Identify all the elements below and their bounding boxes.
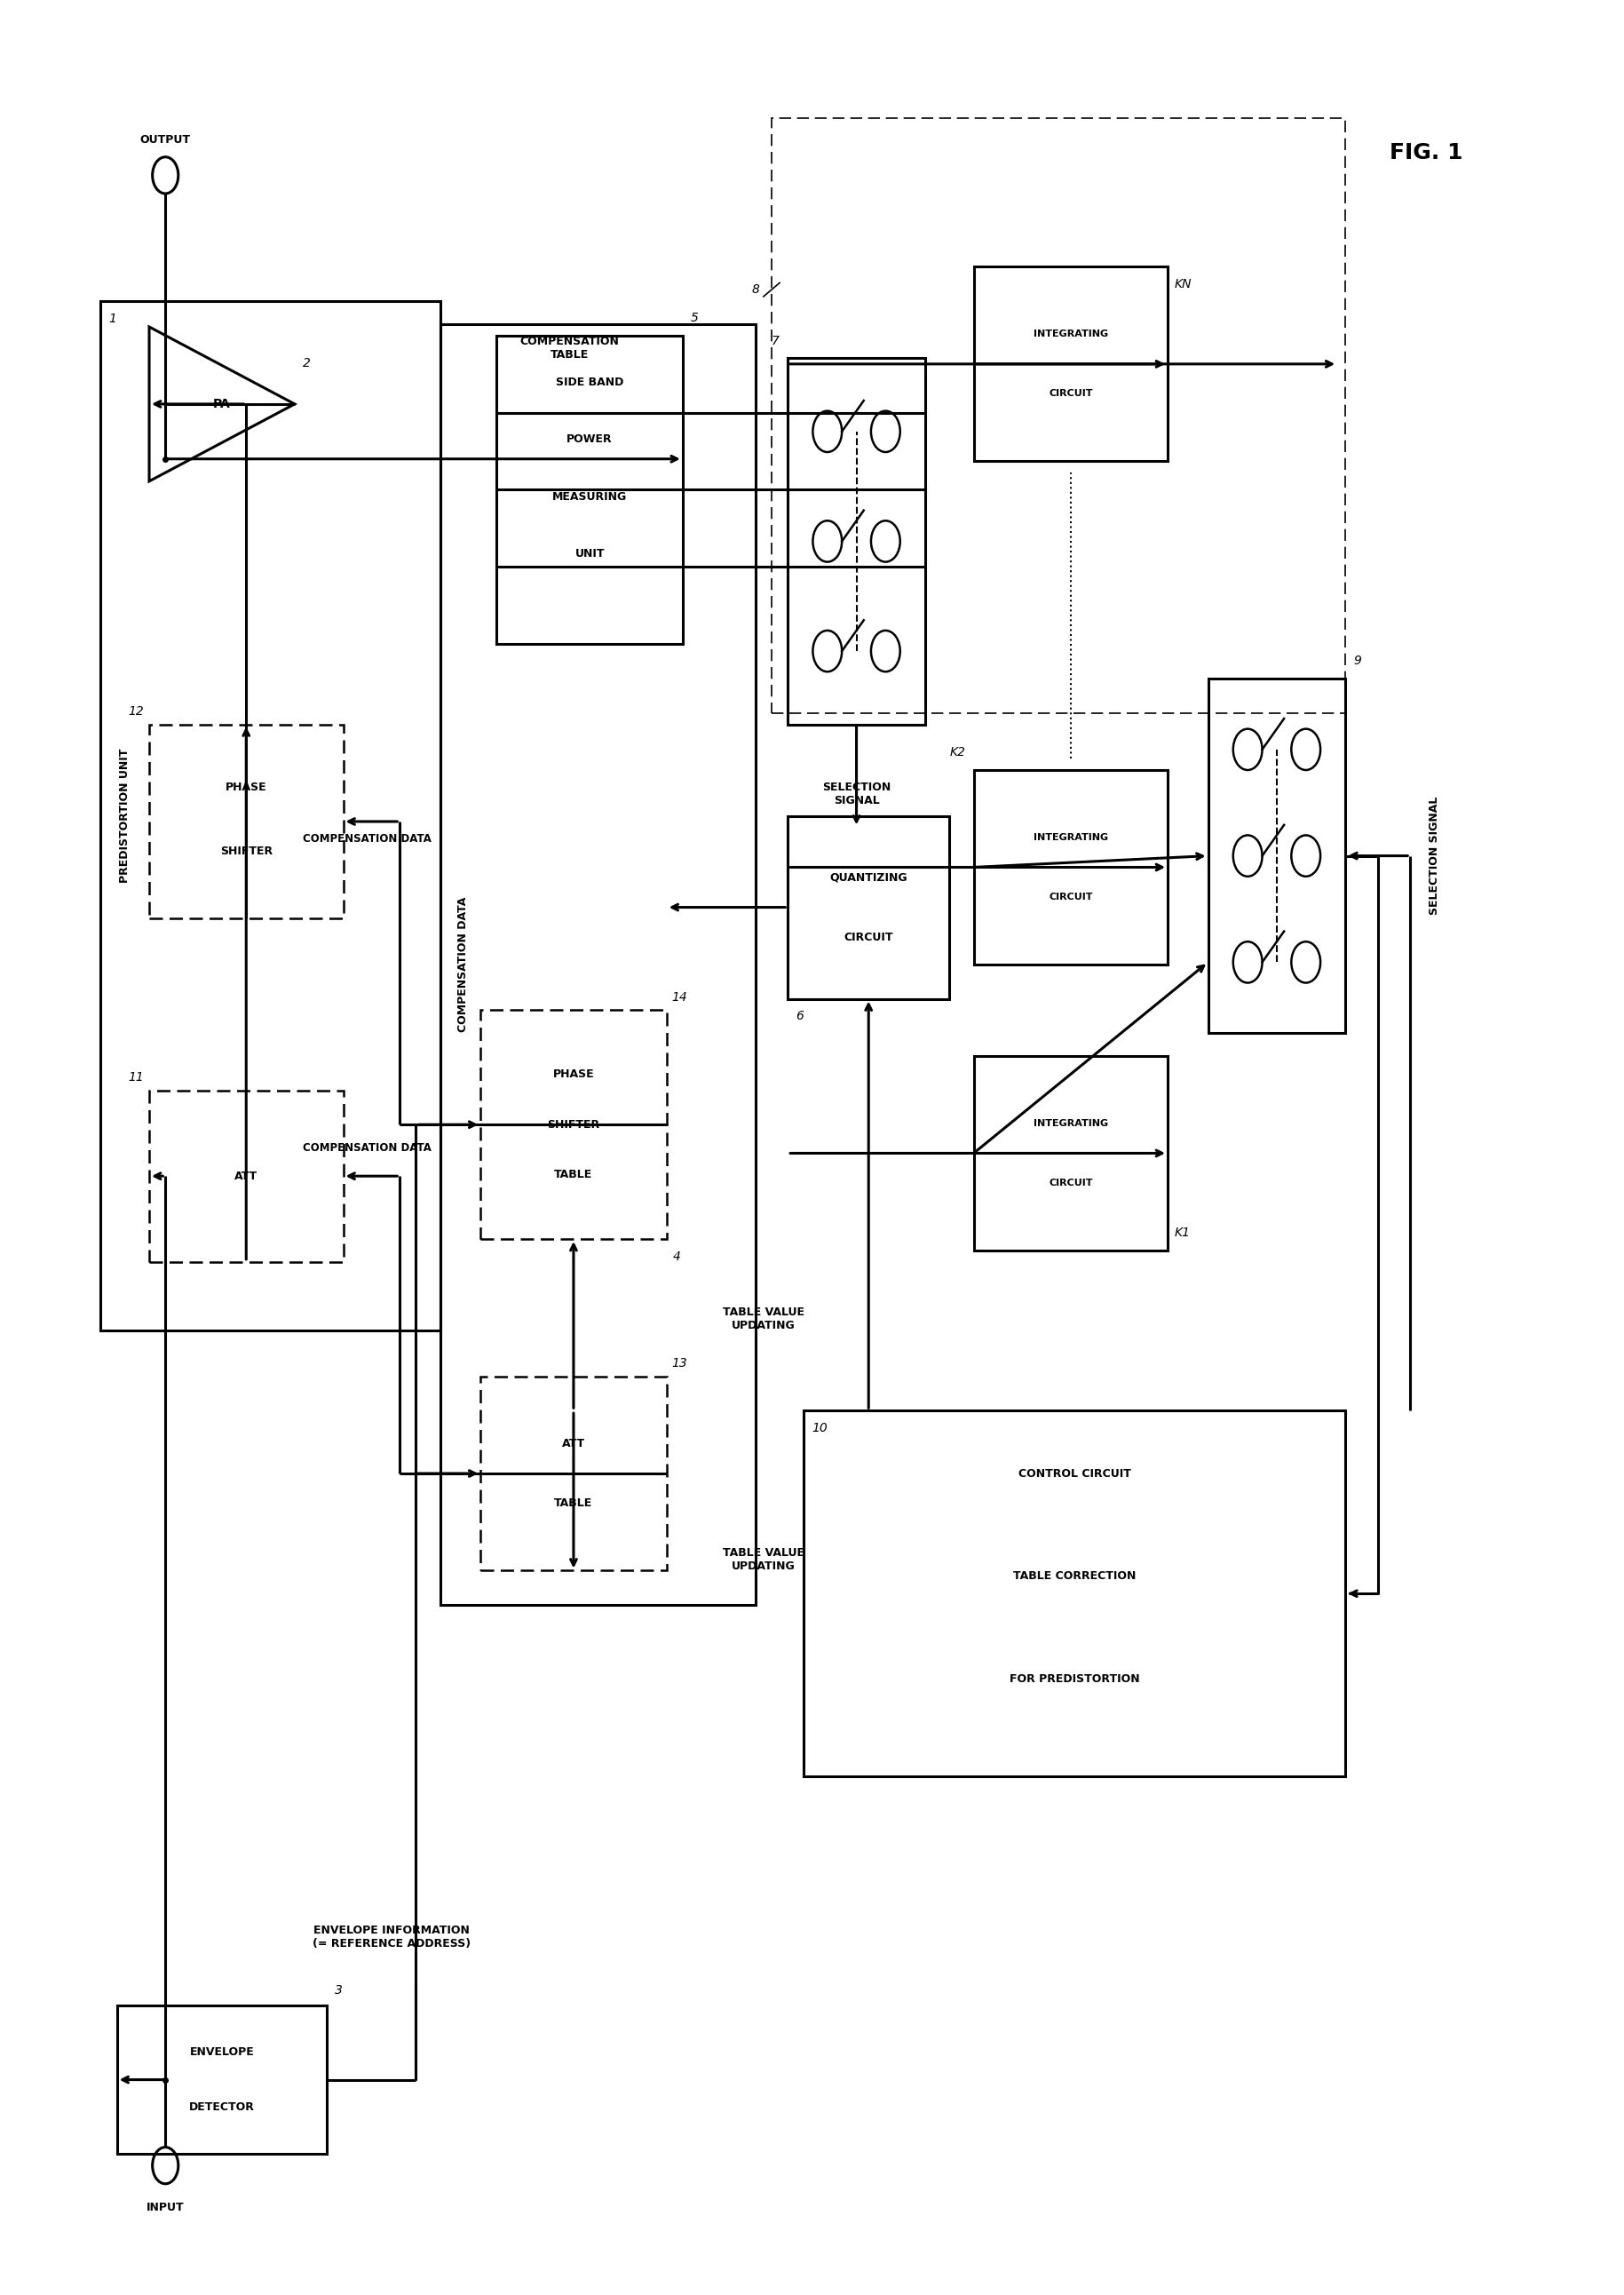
Bar <box>149 1090 343 1262</box>
Text: ATT: ATT <box>234 1170 258 1182</box>
Text: ENVELOPE: ENVELOPE <box>190 2047 255 2059</box>
Text: 11: 11 <box>128 1072 145 1083</box>
Text: TABLE VALUE
UPDATING: TABLE VALUE UPDATING <box>723 1547 804 1572</box>
Bar <box>771 117 1345 714</box>
Text: SIDE BAND: SIDE BAND <box>555 376 624 388</box>
Text: 7: 7 <box>771 335 780 347</box>
Bar <box>149 725 343 918</box>
Text: QUANTIZING: QUANTIZING <box>830 872 908 884</box>
Bar <box>788 815 950 998</box>
Bar <box>481 1010 666 1239</box>
Bar <box>117 2006 326 2155</box>
Text: 14: 14 <box>671 991 687 1003</box>
Text: 13: 13 <box>671 1356 687 1370</box>
Text: TABLE: TABLE <box>554 1168 593 1180</box>
Text: 6: 6 <box>796 1010 804 1024</box>
Bar <box>497 335 682 645</box>
Text: 12: 12 <box>128 705 145 718</box>
Text: FIG. 1: FIG. 1 <box>1390 142 1463 163</box>
Text: SELECTION SIGNAL: SELECTION SIGNAL <box>1429 796 1440 916</box>
Bar <box>101 301 440 1331</box>
Text: CONTROL CIRCUIT: CONTROL CIRCUIT <box>1018 1469 1130 1480</box>
Text: SHIFTER: SHIFTER <box>219 845 273 856</box>
Text: 9: 9 <box>1353 654 1361 668</box>
Text: INPUT: INPUT <box>146 2203 184 2215</box>
Text: 3: 3 <box>335 1983 343 1997</box>
Bar <box>440 324 755 1604</box>
Text: MEASURING: MEASURING <box>552 491 627 503</box>
Text: CIRCUIT: CIRCUIT <box>1049 893 1093 902</box>
Text: 8: 8 <box>752 285 760 296</box>
Bar <box>1208 679 1345 1033</box>
Bar <box>804 1411 1345 1776</box>
Text: 5: 5 <box>690 312 698 324</box>
Text: CIRCUIT: CIRCUIT <box>844 932 893 943</box>
Text: DETECTOR: DETECTOR <box>188 2102 255 2114</box>
Text: FOR PREDISTORTION: FOR PREDISTORTION <box>1010 1673 1140 1685</box>
Text: K2: K2 <box>950 746 966 760</box>
Text: TABLE: TABLE <box>554 1496 593 1510</box>
Text: SHIFTER: SHIFTER <box>547 1120 599 1131</box>
Text: CIRCUIT: CIRCUIT <box>1049 390 1093 397</box>
Bar <box>788 358 926 725</box>
Text: PHASE: PHASE <box>226 780 266 794</box>
Text: PREDISTORTION UNIT: PREDISTORTION UNIT <box>119 748 130 884</box>
Text: 10: 10 <box>812 1423 828 1434</box>
Text: TABLE CORRECTION: TABLE CORRECTION <box>1013 1570 1137 1581</box>
Text: COMPENSATION DATA: COMPENSATION DATA <box>304 833 432 845</box>
Text: COMPENSATION
TABLE: COMPENSATION TABLE <box>520 335 619 360</box>
Text: OUTPUT: OUTPUT <box>140 133 190 145</box>
Text: ATT: ATT <box>562 1439 585 1450</box>
Bar <box>481 1377 666 1570</box>
Text: UNIT: UNIT <box>575 549 604 560</box>
Text: 4: 4 <box>672 1251 680 1262</box>
Text: PA: PA <box>213 397 231 411</box>
Text: 2: 2 <box>302 356 310 369</box>
Text: ENVELOPE INFORMATION
(= REFERENCE ADDRESS): ENVELOPE INFORMATION (= REFERENCE ADDRES… <box>312 1923 471 1948</box>
Text: K1: K1 <box>1174 1226 1190 1239</box>
Text: TABLE VALUE
UPDATING: TABLE VALUE UPDATING <box>723 1306 804 1331</box>
Text: PHASE: PHASE <box>552 1069 594 1081</box>
Bar <box>974 266 1168 461</box>
Text: COMPENSATION DATA: COMPENSATION DATA <box>456 897 469 1033</box>
Text: CIRCUIT: CIRCUIT <box>1049 1180 1093 1187</box>
Text: KN: KN <box>1174 278 1192 291</box>
Bar <box>974 1056 1168 1251</box>
Text: INTEGRATING: INTEGRATING <box>1033 833 1108 842</box>
Text: INTEGRATING: INTEGRATING <box>1033 330 1108 340</box>
Text: 1: 1 <box>109 312 117 326</box>
Bar <box>974 771 1168 964</box>
Text: INTEGRATING: INTEGRATING <box>1033 1120 1108 1127</box>
Text: SELECTION
SIGNAL: SELECTION SIGNAL <box>822 783 890 806</box>
Text: COMPENSATION DATA: COMPENSATION DATA <box>304 1141 432 1154</box>
Text: POWER: POWER <box>567 434 612 445</box>
